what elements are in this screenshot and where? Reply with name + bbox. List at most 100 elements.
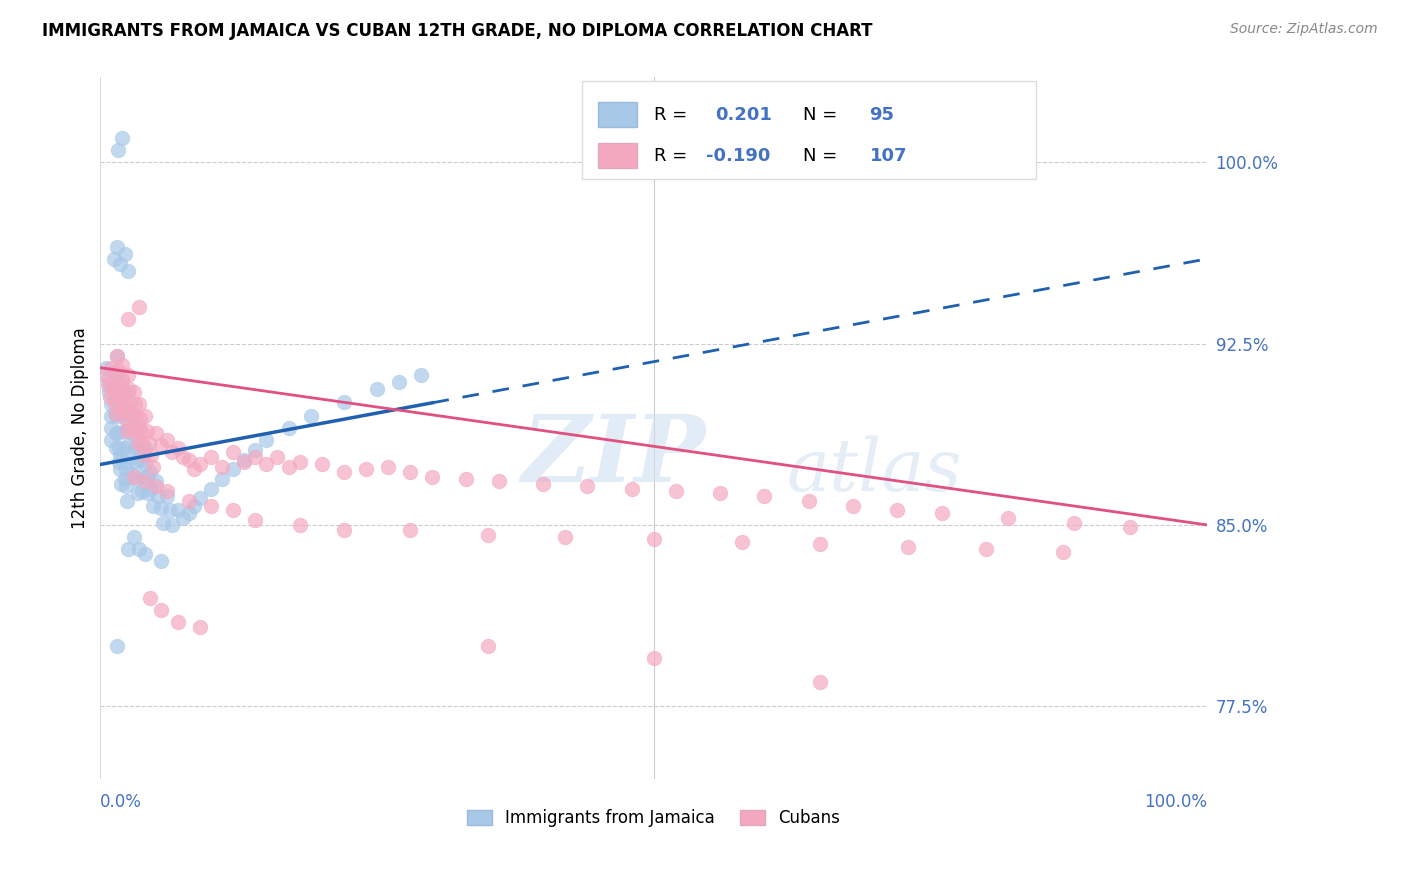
Point	[808, 675, 831, 690]
Point	[97, 377, 120, 392]
Point	[139, 591, 162, 605]
Point	[117, 384, 139, 399]
Point	[183, 499, 205, 513]
Text: -0.190: -0.190	[706, 146, 770, 165]
Point	[94, 360, 117, 375]
Point	[576, 479, 599, 493]
Point	[974, 542, 997, 557]
Point	[166, 441, 188, 455]
Point	[222, 462, 245, 476]
Point	[115, 424, 138, 438]
Point	[114, 411, 136, 425]
Point	[156, 484, 179, 499]
Point	[128, 542, 150, 557]
Point	[974, 784, 997, 798]
Point	[233, 452, 256, 467]
Point	[141, 448, 163, 462]
Point	[107, 143, 129, 157]
Point	[488, 475, 510, 489]
Point	[121, 421, 143, 435]
Point	[101, 375, 124, 389]
Point	[254, 458, 277, 472]
Point	[100, 421, 122, 435]
Text: N =: N =	[803, 146, 844, 165]
Point	[177, 506, 200, 520]
Point	[120, 394, 142, 409]
Point	[162, 445, 184, 459]
Point	[897, 540, 920, 554]
Point	[620, 482, 643, 496]
Point	[709, 486, 731, 500]
Point	[554, 530, 576, 544]
Point	[112, 441, 135, 455]
Point	[754, 489, 776, 503]
Point	[127, 486, 149, 500]
Point	[299, 409, 322, 423]
Point	[117, 404, 139, 418]
Point	[105, 384, 128, 399]
Text: IMMIGRANTS FROM JAMAICA VS CUBAN 12TH GRADE, NO DIPLOMA CORRELATION CHART: IMMIGRANTS FROM JAMAICA VS CUBAN 12TH GR…	[42, 22, 873, 40]
Point	[98, 384, 121, 399]
Point	[135, 424, 157, 438]
Point	[288, 517, 311, 532]
Point	[122, 409, 145, 423]
Point	[117, 312, 139, 326]
Point	[107, 363, 129, 377]
Text: Source: ZipAtlas.com: Source: ZipAtlas.com	[1230, 22, 1378, 37]
Point	[120, 407, 142, 421]
FancyBboxPatch shape	[582, 81, 1036, 179]
Text: R =: R =	[654, 105, 693, 124]
Point	[134, 441, 156, 455]
Point	[188, 491, 211, 506]
Point	[125, 472, 148, 486]
Point	[111, 407, 134, 421]
Point	[114, 479, 136, 493]
Point	[388, 375, 411, 389]
Point	[104, 425, 127, 440]
Point	[477, 639, 499, 653]
Point	[100, 409, 122, 423]
Point	[105, 349, 128, 363]
Point	[177, 452, 200, 467]
Point	[128, 300, 150, 314]
Point	[110, 404, 132, 418]
Point	[399, 465, 422, 479]
Point	[150, 438, 173, 452]
Point	[105, 368, 128, 382]
Point	[128, 441, 150, 455]
Point	[156, 489, 179, 503]
Point	[311, 458, 333, 472]
Point	[103, 384, 125, 399]
Point	[107, 425, 129, 440]
Point	[333, 523, 356, 537]
Point	[104, 407, 127, 421]
Point	[108, 441, 131, 455]
Point	[108, 377, 131, 392]
Point	[128, 397, 150, 411]
Point	[122, 428, 145, 442]
Point	[162, 517, 184, 532]
Point	[643, 651, 665, 665]
Point	[112, 384, 135, 399]
Point	[114, 247, 136, 261]
Point	[124, 397, 146, 411]
Point	[134, 475, 156, 489]
Point	[150, 501, 173, 516]
Point	[333, 465, 356, 479]
Point	[277, 421, 299, 435]
Point	[114, 455, 136, 469]
Point	[124, 441, 146, 455]
Point	[104, 407, 127, 421]
Point	[111, 373, 134, 387]
Point	[131, 435, 153, 450]
Point	[172, 510, 194, 524]
Point	[122, 384, 145, 399]
Point	[100, 434, 122, 448]
Point	[117, 368, 139, 382]
Point	[127, 435, 149, 450]
Point	[121, 467, 143, 482]
Point	[100, 397, 122, 411]
Point	[808, 537, 831, 551]
Point	[233, 455, 256, 469]
Point	[125, 409, 148, 423]
